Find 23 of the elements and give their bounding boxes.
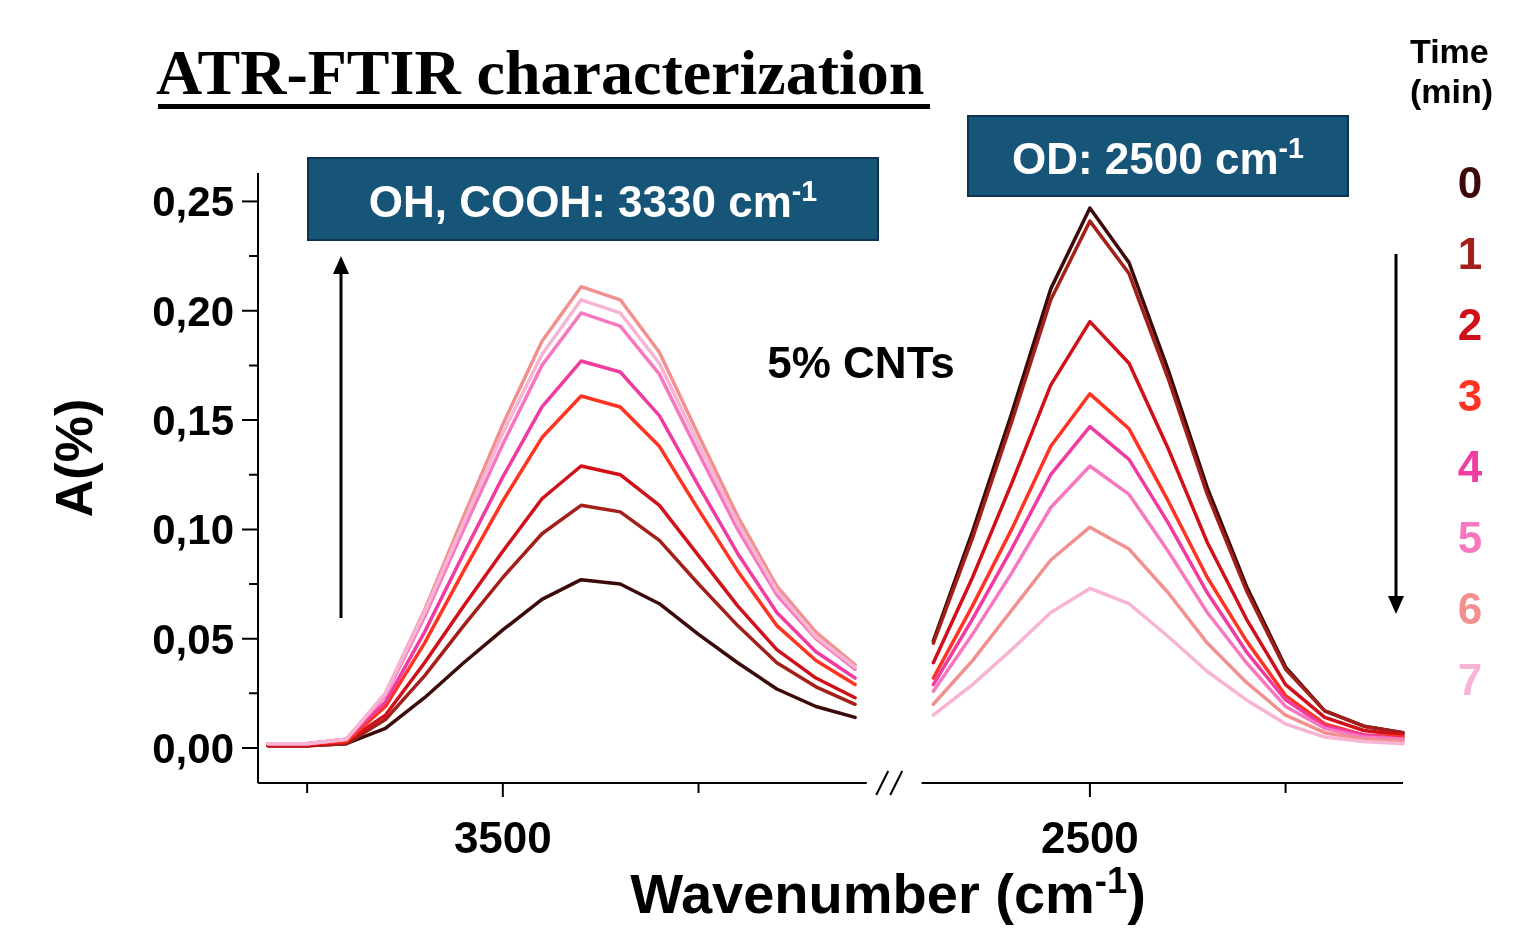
y-tick-label: 0,10 xyxy=(152,506,234,554)
annotation: OH, COOH: 3330 cm$^{-1}$ xyxy=(368,175,818,226)
annotation: 5% CNTs xyxy=(767,338,955,387)
legend-title: Time (min) xyxy=(1410,32,1494,110)
text: 4 xyxy=(1457,442,1483,491)
y-axis-title: A(%) xyxy=(45,398,103,518)
text: 3 xyxy=(1457,371,1483,420)
series-label: 7 xyxy=(1457,655,1483,704)
x-tick-label: 3500 xyxy=(453,813,552,862)
y-tick-label: 0,15 xyxy=(152,397,234,445)
annotation: OD: 2500 cm$^{-1}$ xyxy=(1011,132,1305,183)
y-tick-label: 0,25 xyxy=(152,178,234,226)
text: 6 xyxy=(1457,584,1483,633)
text: 1 xyxy=(1457,229,1483,278)
y-tick-label: 0,00 xyxy=(152,725,234,773)
x-axis-title: Wavenumber (cm$^{-1}$) xyxy=(630,859,1146,925)
text: 5 xyxy=(1457,513,1483,562)
y-tick-label: 0,05 xyxy=(152,615,234,663)
text: 0 xyxy=(1457,158,1483,207)
text: 2 xyxy=(1457,300,1483,349)
y-tick-label: 0,20 xyxy=(152,287,234,335)
chart-title: ATR-FTIR characterization xyxy=(156,37,925,108)
x-tick-label: 2500 xyxy=(1040,813,1139,862)
